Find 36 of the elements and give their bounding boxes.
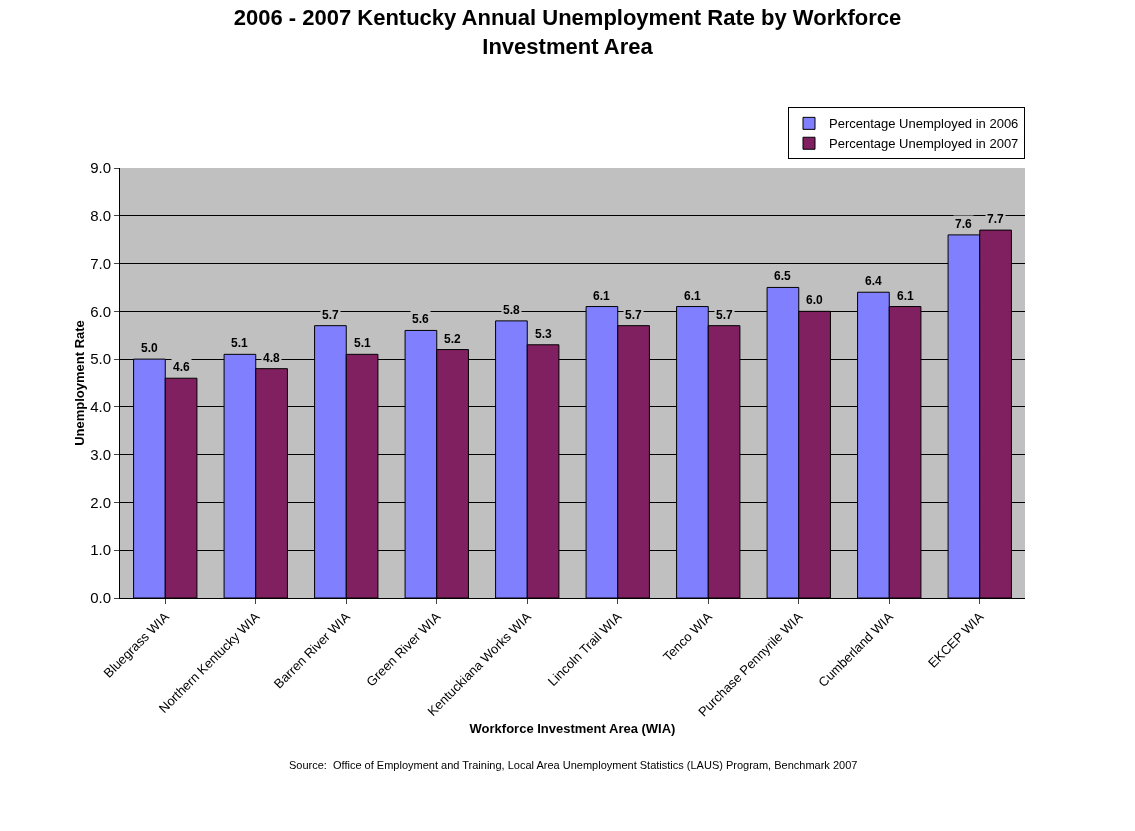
data-label: 5.2 <box>444 332 462 346</box>
data-label: 6.0 <box>806 293 824 307</box>
data-label: 5.7 <box>322 308 340 322</box>
y-tick-label: 1.0 <box>90 541 111 559</box>
y-tick-label: 5.0 <box>90 350 111 368</box>
y-tick-label: 2.0 <box>90 493 111 511</box>
data-label: 6.1 <box>684 289 702 303</box>
data-label: 4.6 <box>173 360 191 374</box>
data-label: 5.1 <box>231 336 249 350</box>
y-tick-label: 9.0 <box>90 159 111 177</box>
data-label: 6.1 <box>593 289 611 303</box>
y-tick-label: 4.0 <box>90 398 111 416</box>
chart-title: 2006 - 2007 Kentucky Annual Unemployment Rate by Workforce Investment Area <box>233 4 902 59</box>
data-label: 7.7 <box>987 212 1005 226</box>
source-note: Source: Office of Employment and Training, Local Area Unemployment Statistics (LAUS) Program, Benchmark 2007 <box>289 759 858 771</box>
data-label: 5.8 <box>503 303 521 317</box>
data-label: 6.4 <box>865 274 883 288</box>
data-label: 5.1 <box>354 336 372 350</box>
data-label: 7.6 <box>955 217 973 231</box>
data-label: 5.6 <box>412 312 430 326</box>
y-axis-title: Unemployment Rate <box>72 320 87 446</box>
data-label: 4.8 <box>263 351 281 365</box>
y-tick-label: 7.0 <box>90 254 111 272</box>
data-label: 5.0 <box>141 341 159 355</box>
data-label: 5.3 <box>535 327 553 341</box>
legend-label: Percentage Unemployed in 2006 <box>829 116 1019 132</box>
data-label: 5.7 <box>625 308 643 322</box>
data-label: 6.5 <box>774 269 792 283</box>
y-tick-label: 0.0 <box>90 589 111 607</box>
y-tick-label: 6.0 <box>90 302 111 320</box>
y-tick-label: 3.0 <box>90 445 111 463</box>
legend-label: Percentage Unemployed in 2007 <box>829 136 1019 152</box>
y-tick-label: 8.0 <box>90 207 111 225</box>
data-label: 5.7 <box>716 308 734 322</box>
data-label: 6.1 <box>897 289 915 303</box>
x-axis-title: Workforce Investment Area (WIA) <box>469 721 676 737</box>
